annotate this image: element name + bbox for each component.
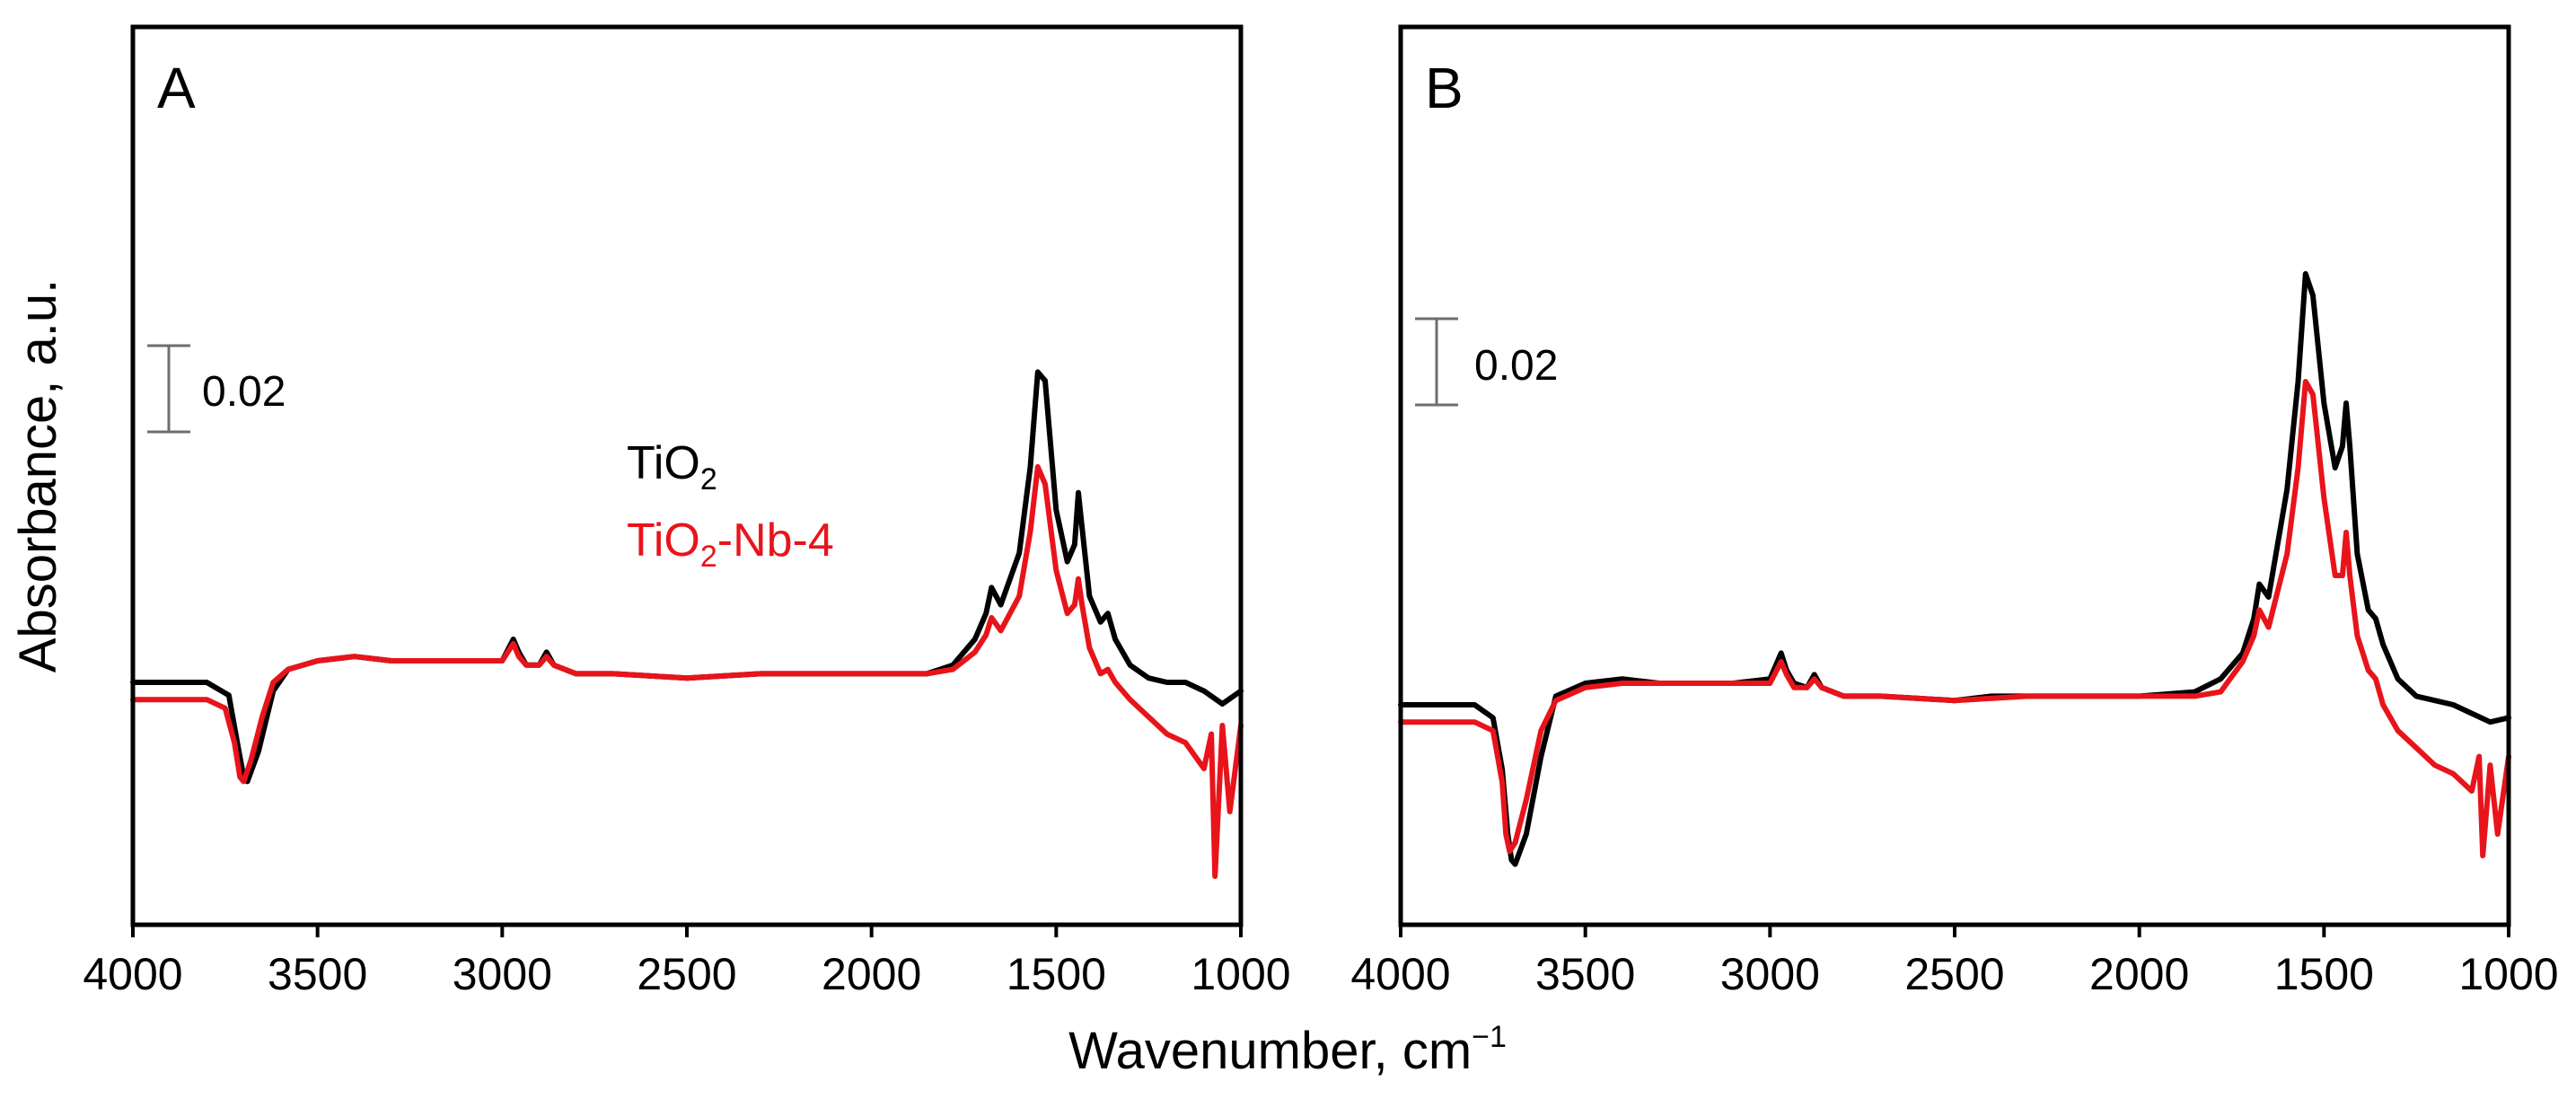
panel-a-x-tick-label-2500: 2500: [637, 949, 736, 999]
panel-a-letter: A: [157, 56, 196, 120]
panel-a-series-tio2: [130, 369, 1244, 785]
panel-b-scale-bar: [1415, 317, 1458, 407]
panel-b-series-tio2-nb-4: [1398, 379, 2511, 858]
panel-b-x-tick-label-4000: 4000: [1350, 949, 1450, 999]
panel-a-x-tick-label-1000: 1000: [1191, 949, 1290, 999]
panel-b-x-tick-label-2500: 2500: [1904, 949, 2004, 999]
panel-b-x-tick-label-1500: 1500: [2274, 949, 2374, 999]
panel-a-series-tio2-nb-4: [130, 464, 1244, 879]
x-axis-title-unit-sup: −1: [1472, 1020, 1507, 1054]
panel-a-x-tick-label-2000: 2000: [822, 949, 921, 999]
panel-b-scale-label: 0.02: [1474, 342, 1558, 390]
panel-b-letter: B: [1425, 56, 1464, 120]
panel-b-x-tick-label-3000: 3000: [1720, 949, 1820, 999]
panel-a: 4000 3500 3000 2500 2000 1500 1000 A 0.02 TiO2…: [83, 24, 1291, 999]
legend-tio2-sub: 2: [700, 462, 717, 496]
legend-nb-sub: 2: [700, 540, 717, 574]
legend-tio2-base: TiO: [627, 437, 700, 489]
legend-nb-suffix: -Nb-4: [717, 514, 834, 567]
panel-a-x-tick-label-3500: 3500: [268, 949, 367, 999]
panel-b-frame: [1398, 24, 2511, 927]
panel-b-x-tick-label-2000: 2000: [2089, 949, 2189, 999]
panel-a-x-axis: 4000 3500 3000 2500 2000 1500 1000: [83, 925, 1291, 999]
legend: TiO2 TiO2-Nb-4: [627, 437, 834, 574]
panel-a-scale-bar: [147, 344, 190, 434]
panel-a-x-tick-label-1500: 1500: [1007, 949, 1106, 999]
panel-b: 4000 3500 3000 2500 2000 1500 1000 B 0.02: [1350, 24, 2559, 999]
panel-a-series: [130, 369, 1244, 879]
panel-b-series: [1398, 271, 2511, 867]
legend-nb-base: TiO: [627, 514, 700, 567]
x-axis-title: Wavenumber, cm−1: [1068, 1020, 1507, 1080]
panel-a-scale-label: 0.02: [202, 368, 286, 416]
panel-b-x-tick-label-3500: 3500: [1535, 949, 1635, 999]
panel-b-x-axis: 4000 3500 3000 2500 2000 1500 1000: [1350, 925, 2559, 999]
legend-entry-tio2: TiO2: [627, 437, 717, 496]
legend-entry-tio2-nb-4: TiO2-Nb-4: [627, 514, 834, 574]
x-axis-title-text: Wavenumber, cm: [1068, 1022, 1472, 1080]
panel-b-x-tick-label-1000: 1000: [2458, 949, 2558, 999]
y-axis-title: Absorbance, a.u.: [9, 279, 67, 673]
panel-a-x-tick-label-3000: 3000: [453, 949, 552, 999]
panel-a-x-tick-label-4000: 4000: [83, 949, 182, 999]
